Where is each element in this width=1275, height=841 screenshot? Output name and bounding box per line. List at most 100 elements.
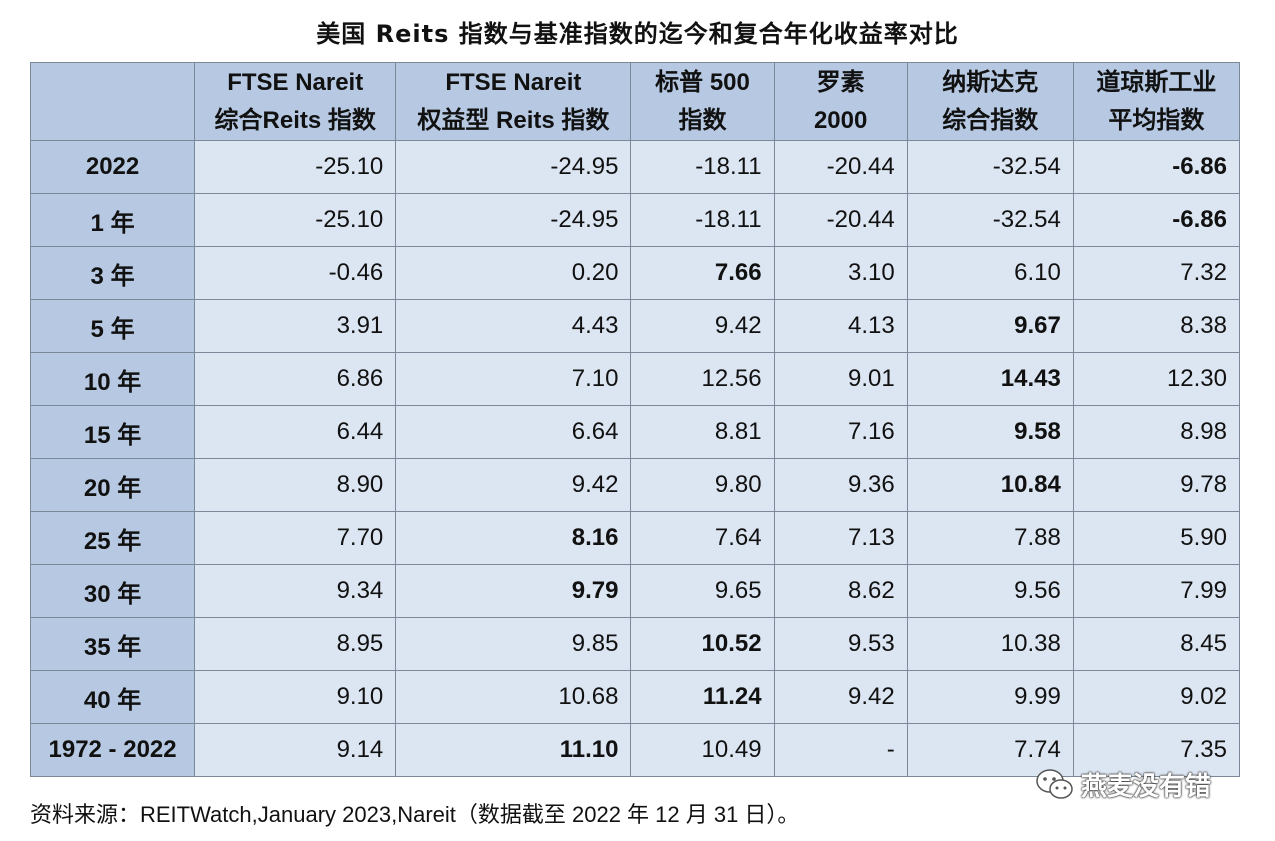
value-cell-sp500: 7.64 [630, 511, 775, 565]
value-cell-ftse_equity: 9.85 [395, 617, 632, 671]
row-label: 2022 [29, 140, 196, 194]
table-row: 5 年 3.91 4.43 9.42 4.13 9.67 8.38 [29, 299, 1241, 353]
column-header-line: 标普 500 [655, 68, 750, 96]
value-cell-russell2000: 9.53 [773, 617, 908, 671]
value-cell-ftse_all: 6.86 [194, 352, 397, 406]
value-cell-dow: 12.30 [1072, 352, 1241, 406]
value-cell-russell2000: 9.42 [773, 670, 908, 724]
value-cell-ftse_all: -25.10 [194, 140, 397, 194]
value-cell-sp500: -18.11 [630, 193, 775, 247]
value-cell-dow: 7.32 [1072, 246, 1241, 300]
row-label: 10 年 [29, 352, 196, 406]
value-cell-russell2000: -20.44 [773, 140, 908, 194]
value-cell-sp500: 9.42 [630, 299, 775, 353]
table-row: 15 年 6.44 6.64 8.81 7.16 9.58 8.98 [29, 405, 1241, 459]
value-cell-ftse_all: 8.90 [194, 458, 397, 512]
value-cell-russell2000: 7.16 [773, 405, 908, 459]
value-cell-sp500: 7.66 [630, 246, 775, 300]
header-corner-cell [29, 62, 196, 141]
value-cell-ftse_equity: 6.64 [395, 405, 632, 459]
value-cell-dow: 7.99 [1072, 564, 1241, 618]
value-cell-russell2000: 3.10 [773, 246, 908, 300]
row-label: 1972 - 2022 [29, 723, 196, 777]
watermark-text: 燕麦没有错 [1081, 771, 1212, 801]
table-row: 3 年 -0.46 0.20 7.66 3.10 6.10 7.32 [29, 246, 1241, 300]
value-cell-nasdaq: 14.43 [906, 352, 1074, 406]
value-cell-dow: 9.02 [1072, 670, 1241, 724]
column-header-line: 权益型 Reits 指数 [417, 106, 610, 134]
value-cell-russell2000: - [773, 723, 908, 777]
value-cell-nasdaq: 7.74 [906, 723, 1074, 777]
value-cell-ftse_all: 6.44 [194, 405, 397, 459]
table-row: 20 年 8.90 9.42 9.80 9.36 10.84 9.78 [29, 458, 1241, 512]
value-cell-sp500: 9.80 [630, 458, 775, 512]
table-row: 25 年 7.70 8.16 7.64 7.13 7.88 5.90 [29, 511, 1241, 565]
column-header-line: 平均指数 [1108, 106, 1205, 134]
returns-table: FTSE Nareit 综合Reits 指数 FTSE Nareit 权益型 Reit… [29, 62, 1241, 777]
value-cell-ftse_equity: 0.20 [395, 246, 632, 300]
value-cell-ftse_equity: 8.16 [395, 511, 632, 565]
value-cell-russell2000: 7.13 [773, 511, 908, 565]
value-cell-nasdaq: 9.58 [906, 405, 1074, 459]
table-row: 2022 -25.10 -24.95 -18.11 -20.44 -32.54 -6.86 [29, 140, 1241, 194]
column-header-ftse_all: FTSE Nareit 综合Reits 指数 [194, 62, 397, 141]
value-cell-sp500: 10.52 [630, 617, 775, 671]
value-cell-ftse_equity: 9.42 [395, 458, 632, 512]
column-header-dow: 道琼斯工业 平均指数 [1072, 62, 1241, 141]
column-header-russell2000: 罗素 2000 [773, 62, 908, 141]
value-cell-ftse_equity: 4.43 [395, 299, 632, 353]
column-header-nasdaq: 纳斯达克 综合指数 [906, 62, 1074, 141]
value-cell-nasdaq: 7.88 [906, 511, 1074, 565]
column-header-line: FTSE Nareit [227, 68, 364, 96]
row-label: 25 年 [29, 511, 196, 565]
value-cell-nasdaq: 10.38 [906, 617, 1074, 671]
value-cell-ftse_all: -25.10 [194, 193, 397, 247]
value-cell-russell2000: 8.62 [773, 564, 908, 618]
value-cell-nasdaq: -32.54 [906, 140, 1074, 194]
value-cell-russell2000: 4.13 [773, 299, 908, 353]
value-cell-ftse_all: 9.14 [194, 723, 397, 777]
column-header-ftse_equity: FTSE Nareit 权益型 Reits 指数 [395, 62, 632, 141]
value-cell-dow: 7.35 [1072, 723, 1241, 777]
chart-title: 美国 Reits 指数与基准指数的迄今和复合年化收益率对比 [316, 20, 959, 48]
value-cell-ftse_all: 8.95 [194, 617, 397, 671]
column-header-line: 罗素 [816, 68, 865, 96]
value-cell-ftse_all: -0.46 [194, 246, 397, 300]
table-row: 10 年 6.86 7.10 12.56 9.01 14.43 12.30 [29, 352, 1241, 406]
table-row: 40 年 9.10 10.68 11.24 9.42 9.99 9.02 [29, 670, 1241, 724]
value-cell-dow: 8.38 [1072, 299, 1241, 353]
column-header-line: 综合指数 [942, 106, 1039, 134]
row-label: 3 年 [29, 246, 196, 300]
value-cell-sp500: 11.24 [630, 670, 775, 724]
source-note: 资料来源：REITWatch,January 2023,Nareit（数据截至 … [30, 802, 800, 827]
value-cell-dow: 8.98 [1072, 405, 1241, 459]
value-cell-nasdaq: -32.54 [906, 193, 1074, 247]
column-header-line: 综合Reits 指数 [214, 106, 376, 134]
value-cell-sp500: -18.11 [630, 140, 775, 194]
value-cell-russell2000: 9.36 [773, 458, 908, 512]
value-cell-ftse_equity: 9.79 [395, 564, 632, 618]
row-label: 30 年 [29, 564, 196, 618]
value-cell-russell2000: -20.44 [773, 193, 908, 247]
value-cell-dow: -6.86 [1072, 140, 1241, 194]
row-label: 40 年 [29, 670, 196, 724]
table-body: 2022 -25.10 -24.95 -18.11 -20.44 -32.54 -6.86 1… [29, 140, 1241, 777]
value-cell-nasdaq: 6.10 [906, 246, 1074, 300]
wechat-logo-icon [1036, 768, 1073, 799]
value-cell-nasdaq: 9.56 [906, 564, 1074, 618]
value-cell-nasdaq: 10.84 [906, 458, 1074, 512]
table-row: 1972 - 2022 9.14 11.10 10.49-7.74 7.35 [29, 723, 1241, 777]
value-cell-ftse_all: 9.34 [194, 564, 397, 618]
row-label: 5 年 [29, 299, 196, 353]
column-header-line: 纳斯达克 [942, 68, 1039, 96]
value-cell-dow: -6.86 [1072, 193, 1241, 247]
value-cell-sp500: 9.65 [630, 564, 775, 618]
value-cell-nasdaq: 9.99 [906, 670, 1074, 724]
column-header-line: FTSE Nareit [445, 68, 582, 96]
value-cell-ftse_equity: -24.95 [395, 193, 632, 247]
value-cell-dow: 5.90 [1072, 511, 1241, 565]
column-header-line: 2000 [813, 106, 868, 134]
value-cell-ftse_equity: -24.95 [395, 140, 632, 194]
value-cell-russell2000: 9.01 [773, 352, 908, 406]
row-label: 15 年 [29, 405, 196, 459]
